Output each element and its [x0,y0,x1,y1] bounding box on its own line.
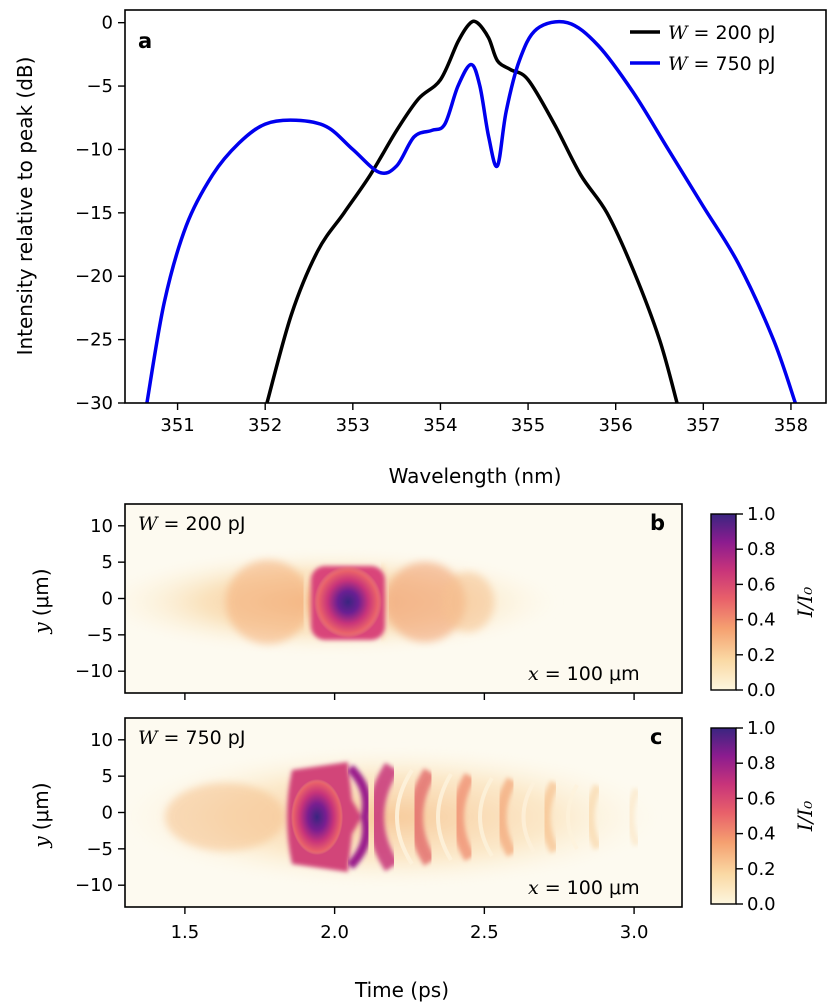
y-tick-label: 0 [102,13,113,34]
colorbar-tick-label: 0.4 [747,824,776,845]
colorbar-b-label: I/I₀ [793,587,817,619]
x-tick-label: 1.5 [171,922,200,943]
y-axis-label-intensity: Intensity relative to peak (dB) [13,57,37,356]
annotation-energy-c: W = 750 pJ [138,727,245,749]
colorbar-tick-label: 0.8 [747,539,776,560]
y-tick-label: −10 [75,875,113,896]
panel-letter-c: c [650,725,662,749]
series-line-200pj [265,19,679,403]
x-axis-label-time: Time (ps) [354,978,449,1002]
x-tick-label: 352 [248,415,282,436]
panel-a-frame [124,9,827,404]
panel-b-ticks: 10 5 0 −5 −10 [75,516,635,700]
colorbar-tick-label: 1.0 [747,504,776,525]
series-line-750pj [145,19,797,403]
x-tick-label: 354 [423,415,457,436]
y-tick-label: −5 [86,76,113,97]
x-tick-label: 356 [599,415,633,436]
panel-c: 10 5 0 −5 −10 1.5 2.0 2.5 3.0 W = 750 pJ c x = 100… [29,717,817,1002]
y-tick-label: −10 [75,139,113,160]
x-tick-label: 353 [336,415,370,436]
x-tick-label: 2.5 [470,922,499,943]
y-tick-label: −30 [75,393,113,414]
y-tick-label: 5 [102,766,113,787]
y-axis-label-b: y(μm) [29,568,53,634]
colorbar-c [710,727,737,905]
x-tick-label: 355 [511,415,545,436]
colorbar-c-label: I/I₀ [793,801,817,833]
x-tick-label: 358 [774,415,808,436]
panel-c-ticks: 10 5 0 −5 −10 1.5 2.0 2.5 3.0 [75,730,648,943]
panel-a-ticks: 351 352 353 354 355 356 357 358 0 −5 −10 −15 −20 −25 −… [75,13,808,436]
y-tick-label: −25 [75,330,113,351]
colorbar-tick-label: 0.2 [747,859,776,880]
colorbar-tick-label: 0.0 [747,894,776,915]
y-tick-label: 0 [102,803,113,824]
x-axis-label-wavelength: Wavelength (nm) [389,464,562,488]
y-tick-label: −5 [86,625,113,646]
y-tick-label: 10 [90,516,113,537]
colorbar-tick-label: 0.4 [747,610,776,631]
x-tick-label: 357 [686,415,720,436]
y-tick-label: 5 [102,552,113,573]
legend: W = 200 pJ W = 750 pJ [630,22,775,75]
colorbar-tick-label: 0.0 [747,680,776,701]
y-tick-label: −15 [75,203,113,224]
annotation-energy-b: W = 200 pJ [138,513,245,535]
colorbar-tick-label: 0.2 [747,645,776,666]
legend-label-200pj: W = 200 pJ [668,22,775,44]
x-tick-label: 3.0 [620,922,649,943]
colorbar-c-ticks: 1.0 0.8 0.6 0.4 0.2 0.0 [736,718,776,915]
panel-a: 351 352 353 354 355 356 357 358 0 −5 −10 −15 −20 −25 −… [13,9,827,488]
y-tick-label: 0 [102,589,113,610]
colorbar-b [710,513,737,691]
heatmap-c [125,718,682,907]
y-tick-label: −5 [86,839,113,860]
colorbar-b-ticks: 1.0 0.8 0.6 0.4 0.2 0.0 [736,504,776,701]
colorbar-tick-label: 0.6 [747,574,776,595]
panel-b: 10 5 0 −5 −10 W = 200 pJ b x = 100 μm y(μm) 1.… [29,503,817,701]
annotation-position-c: x = 100 μm [528,877,640,899]
colorbar-tick-label: 0.8 [747,753,776,774]
legend-label-750pj: W = 750 pJ [668,53,775,75]
colorbar-tick-label: 0.6 [747,788,776,809]
panel-letter-a: a [138,29,152,53]
colorbar-tick-label: 1.0 [747,718,776,739]
y-tick-label: −20 [75,266,113,287]
heatmap-b [125,504,682,693]
x-tick-label: 2.0 [320,922,349,943]
annotation-position-b: x = 100 μm [528,663,640,685]
x-tick-label: 351 [160,415,194,436]
y-axis-label-c: y(μm) [29,782,53,848]
panel-letter-b: b [650,511,665,535]
y-tick-label: 10 [90,730,113,751]
y-tick-label: −10 [75,661,113,682]
